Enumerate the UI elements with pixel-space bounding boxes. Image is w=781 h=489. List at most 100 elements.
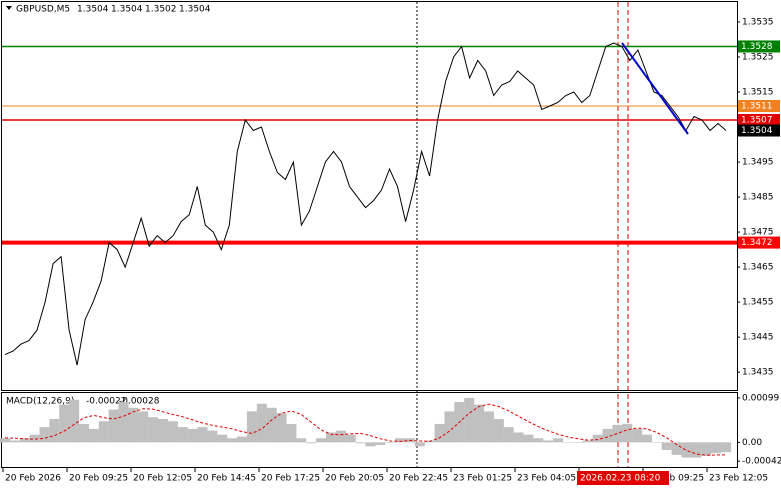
- macd-bar: [345, 434, 356, 443]
- macd-bar: [582, 440, 593, 443]
- macd-bar: [167, 421, 178, 443]
- y-tick-label: 1.3485: [742, 193, 774, 203]
- macd-bar: [651, 442, 662, 443]
- macd-bar: [553, 438, 564, 443]
- macd-bar: [335, 430, 346, 443]
- macd-bar: [39, 427, 50, 443]
- symbol-icon: [6, 6, 12, 10]
- macd-bar: [266, 407, 277, 443]
- ohlc-low: 1.3502: [145, 5, 177, 15]
- macd-bar: [128, 407, 139, 443]
- macd-bar: [49, 419, 60, 443]
- macd-bar: [296, 438, 307, 443]
- x-tick-label: 20 Feb 2026: [5, 474, 61, 484]
- macd-bar: [721, 442, 731, 453]
- level-label-box: [738, 114, 780, 127]
- signal-line: [4, 403, 726, 456]
- y-tick-label: 0.00: [742, 438, 762, 448]
- macd-bar: [355, 442, 366, 444]
- macd-bar: [207, 430, 218, 443]
- macd-bar: [701, 442, 712, 456]
- macd-bar: [622, 423, 633, 443]
- macd-bar: [483, 411, 494, 443]
- macd-bar: [414, 442, 425, 447]
- symbol: GBPUSD,M5: [16, 5, 70, 15]
- y-tick-label: -0.00042: [742, 457, 781, 467]
- macd-bar: [306, 442, 317, 444]
- y-tick-label: 1.3445: [742, 333, 774, 343]
- level-label-box: [738, 100, 780, 113]
- macd-bar: [385, 442, 396, 443]
- signal-value: -0.00028: [119, 397, 160, 407]
- macd-bar: [562, 442, 573, 443]
- macd-bar: [444, 411, 455, 443]
- macd-bar: [246, 411, 257, 443]
- cursor-label-box: [577, 471, 669, 485]
- macd-value: -0.00022: [86, 397, 126, 407]
- cursor-label: 2026.02.23 08:20: [580, 474, 661, 484]
- y-tick-label: 1.3515: [742, 87, 774, 97]
- y-tick-label: 1.3535: [742, 17, 774, 27]
- x-tick-label: 23 Feb 12:05: [709, 474, 768, 484]
- macd-bar: [572, 442, 583, 443]
- macd-bar: [671, 442, 682, 455]
- level-label: 1.3528: [741, 42, 773, 52]
- x-tick-label: 20 Feb 12:05: [133, 474, 192, 484]
- x-tick-label: 20 Feb 20:05: [325, 474, 384, 484]
- macd-bar: [286, 423, 297, 443]
- macd-bar: [59, 404, 70, 443]
- y-tick-label: 1.3475: [742, 228, 774, 238]
- macd-bar: [493, 419, 504, 443]
- macd-bar: [533, 438, 544, 443]
- macd-pane-frame: [1, 392, 738, 468]
- ohlc-high: 1.3504: [111, 5, 143, 15]
- macd-bar: [375, 442, 386, 446]
- y-tick-label: 1.3495: [742, 158, 774, 168]
- macd-bar: [711, 442, 722, 454]
- macd-bar: [681, 442, 692, 458]
- macd-bar: [108, 409, 119, 443]
- macd-bar: [227, 438, 238, 443]
- macd-bar: [69, 399, 80, 443]
- macd-bar: [197, 427, 208, 443]
- macd-bar: [325, 432, 336, 443]
- macd-bar: [523, 434, 534, 443]
- level-label: 1.3511: [741, 102, 773, 112]
- y-tick-label: 1.3455: [742, 298, 774, 308]
- price-pane-frame: [1, 1, 738, 391]
- macd-bar: [88, 428, 99, 443]
- macd-bar: [474, 404, 485, 443]
- last-price-label: 1.3504: [741, 126, 773, 136]
- y-tick-label: 1.3525: [742, 52, 774, 62]
- macd-bar: [276, 413, 287, 443]
- macd-bar: [19, 438, 30, 443]
- level-label: 1.3507: [741, 116, 773, 126]
- y-tick-label: 0.00099: [742, 393, 779, 403]
- last-price-box: [738, 124, 780, 137]
- macd-bar: [543, 440, 554, 443]
- x-tick-label: 23 Feb 09:25: [645, 474, 704, 484]
- macd-bar: [187, 428, 198, 443]
- macd-title: MACD(12,26,9): [6, 397, 74, 407]
- x-tick-label: 23 Feb 04:05: [517, 474, 576, 484]
- macd-bar: [612, 424, 623, 443]
- level-label-box: [738, 40, 780, 53]
- level-label: 1.3472: [741, 238, 773, 248]
- macd-bar: [98, 421, 109, 443]
- macd-bar: [256, 403, 267, 443]
- ohlc-close: 1.3504: [179, 5, 211, 15]
- macd-bar: [79, 423, 90, 443]
- x-tick-label: 20 Feb 14:45: [197, 474, 256, 484]
- macd-bar: [691, 442, 702, 458]
- macd-bar: [237, 436, 248, 443]
- macd-bar: [138, 411, 149, 443]
- macd-bar: [434, 423, 445, 443]
- macd-bar: [316, 438, 327, 443]
- price-line: [4, 42, 727, 366]
- macd-bar: [503, 427, 514, 443]
- macd-bar: [602, 428, 613, 443]
- macd-bar: [513, 432, 524, 443]
- macd-bar: [632, 428, 643, 443]
- macd-bar: [29, 434, 40, 443]
